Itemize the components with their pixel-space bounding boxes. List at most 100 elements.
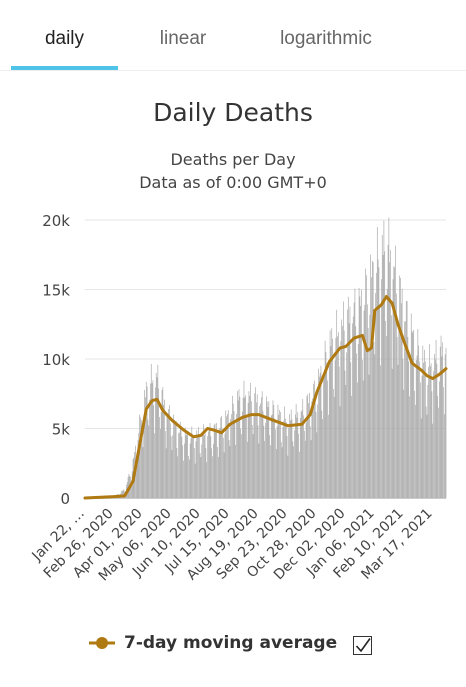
daily-bar (197, 435, 198, 498)
daily-bar (190, 438, 192, 498)
daily-bar (304, 440, 306, 498)
daily-bar (437, 396, 439, 498)
daily-bar (150, 364, 152, 498)
daily-bar (262, 411, 264, 498)
daily-bar (407, 336, 409, 498)
daily-bar (167, 413, 169, 498)
daily-bar (179, 421, 181, 498)
daily-bar (394, 267, 395, 498)
daily-bar (424, 361, 426, 498)
daily-bar (309, 392, 310, 498)
daily-bar (231, 414, 232, 498)
daily-bar (302, 399, 304, 498)
daily-bar (345, 385, 347, 498)
daily-bar (155, 372, 157, 498)
daily-bar (337, 336, 338, 498)
daily-bar (371, 260, 373, 498)
daily-bar (219, 427, 221, 498)
daily-bar (438, 407, 439, 498)
daily-bar (148, 425, 150, 498)
daily-bar (376, 226, 378, 499)
daily-bar (147, 419, 149, 498)
daily-bar (209, 422, 211, 498)
legend-item-7-day-average[interactable]: 7-day moving average (88, 628, 337, 658)
daily-bar (186, 432, 188, 498)
daily-bar (442, 342, 444, 498)
daily-bar (444, 414, 445, 498)
daily-bar (369, 314, 371, 498)
daily-bar (399, 275, 400, 498)
daily-bar (151, 383, 153, 498)
daily-bar (187, 434, 188, 498)
daily-bar (160, 428, 161, 498)
daily-bar (243, 380, 245, 498)
daily-bar (272, 400, 274, 498)
daily-bar (326, 363, 328, 498)
daily-bar (217, 456, 219, 498)
daily-bar (267, 407, 269, 498)
daily-bar (346, 352, 347, 498)
daily-bar (227, 410, 229, 498)
daily-bar (423, 362, 424, 498)
daily-bar (188, 455, 189, 498)
daily-bar (397, 364, 399, 498)
daily-bar (338, 332, 339, 498)
daily-bar (332, 338, 333, 498)
daily-bar (214, 423, 216, 498)
daily-bar (212, 456, 213, 498)
daily-bar (256, 394, 258, 498)
daily-bar (247, 402, 249, 498)
daily-bar (296, 417, 298, 498)
daily-bar (216, 423, 217, 498)
daily-bar (248, 391, 250, 498)
daily-bar (154, 433, 155, 498)
daily-bar (240, 428, 241, 498)
daily-bar (359, 296, 361, 498)
daily-bar (246, 441, 248, 498)
tab-logarithmic[interactable]: logarithmic (280, 28, 372, 49)
tab-daily[interactable]: daily (44, 28, 85, 49)
daily-bar (342, 325, 343, 498)
daily-bar (284, 406, 285, 498)
daily-bar (432, 423, 434, 498)
daily-bar (425, 406, 427, 498)
daily-bar (281, 447, 283, 498)
daily-bar (419, 361, 420, 498)
moving-average-checkbox[interactable] (353, 636, 372, 655)
daily-bar (199, 453, 201, 498)
daily-bar (343, 330, 345, 498)
daily-bar (256, 402, 257, 498)
daily-bar (246, 417, 247, 498)
daily-bar (225, 410, 227, 498)
daily-bar (177, 456, 179, 498)
daily-bar (213, 424, 215, 498)
y-tick-label: 5k (52, 421, 71, 439)
daily-bar (291, 419, 293, 498)
daily-bar (263, 425, 265, 498)
tab-linear[interactable]: linear (159, 28, 207, 49)
daily-bar (275, 449, 277, 498)
daily-bar (329, 330, 331, 498)
daily-bar (362, 380, 364, 498)
daily-bar (390, 250, 391, 498)
daily-bar (193, 448, 195, 498)
daily-bar (343, 301, 344, 498)
daily-bar (417, 329, 419, 498)
daily-bar (295, 404, 297, 498)
daily-bar (266, 401, 268, 498)
daily-bar (165, 448, 167, 498)
daily-bar (223, 452, 225, 498)
daily-bar (428, 366, 429, 498)
daily-bar (288, 428, 290, 498)
daily-bar (285, 422, 287, 498)
daily-bar (297, 412, 299, 498)
daily-bar (220, 417, 222, 498)
daily-bar (169, 404, 170, 498)
daily-bar (298, 433, 299, 498)
y-tick-label: 15k (42, 282, 70, 300)
daily-bar (410, 313, 412, 498)
daily-bar (443, 387, 444, 498)
daily-bar (238, 389, 240, 498)
daily-bar (179, 432, 180, 498)
